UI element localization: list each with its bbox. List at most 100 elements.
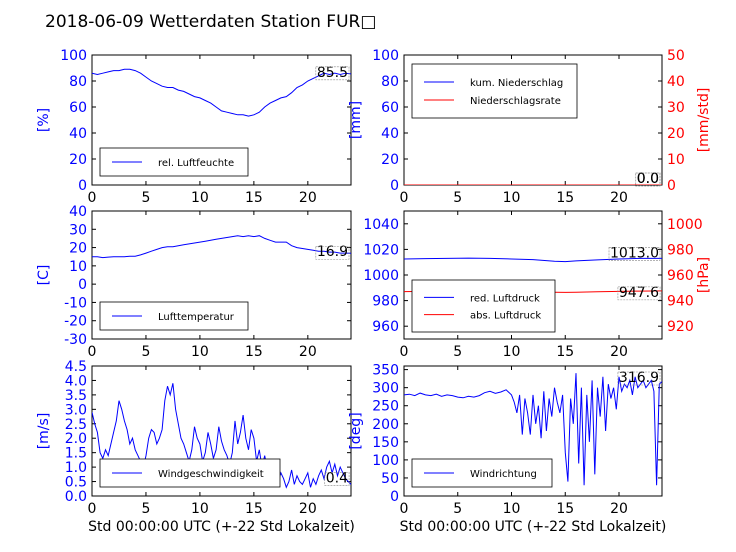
legend-box <box>411 279 556 333</box>
legend-entry: rel. Luftfeuchte <box>158 158 234 169</box>
x-tick-label: 5 <box>141 501 150 517</box>
x-tick-label: 10 <box>503 501 521 517</box>
series-line-0 <box>92 235 351 259</box>
y2-tick-label: 40 <box>667 74 685 90</box>
x-tick-label: 10 <box>191 501 209 517</box>
legend-entry: Windrichtung <box>470 469 537 480</box>
y-tick-label: 30 <box>69 222 87 238</box>
y-tick-label: -20 <box>64 314 87 330</box>
x-tick-label: 5 <box>141 190 150 206</box>
y-tick-label: 150 <box>372 435 399 451</box>
legend-box <box>411 63 578 119</box>
y-tick-label: -30 <box>64 332 87 348</box>
series-line-0 <box>92 383 351 489</box>
y-tick-label: 1040 <box>363 217 399 233</box>
y-axis-label: [%] <box>36 108 52 132</box>
y-tick-label: 1.5 <box>65 446 87 462</box>
y2-axis-label: [hPa] <box>696 257 712 293</box>
x-tick-label: 15 <box>245 190 263 206</box>
legend-entry: abs. Luftdruck <box>470 311 541 322</box>
x-tick-label: 10 <box>503 344 521 360</box>
last-value-annotation: 0.0 <box>637 171 659 187</box>
y-tick-label: 350 <box>372 363 399 379</box>
x-axis-label: Std 00:00:00 UTC (+-22 Std Lokalzeit) <box>400 519 667 535</box>
x-tick-label: 15 <box>245 501 263 517</box>
y2-tick-label: 10 <box>667 152 685 168</box>
y-tick-label: 300 <box>372 381 399 397</box>
x-tick-label: 20 <box>610 501 628 517</box>
y-tick-label: 980 <box>372 294 399 310</box>
last-value-annotation: 1013.0 <box>610 245 659 261</box>
y2-tick-label: 50 <box>667 48 685 64</box>
annotation-box <box>608 247 661 261</box>
annotation-box <box>324 472 350 486</box>
panel-precipitation: 0 5 10 15 20 0 20 40 60 80 100 0 10 20 30 40 50 [mm] [mm/s… <box>348 48 712 206</box>
x-tick-label: 5 <box>453 501 462 517</box>
legend-entry: kum. Niederschlag <box>470 78 563 89</box>
x-tick-label: 10 <box>191 190 209 206</box>
y-tick-label: 20 <box>381 152 399 168</box>
legend-entry: red. Luftdruck <box>470 293 540 304</box>
x-axis-label: Std 00:00:00 UTC (+-22 Std Lokalzeit) <box>88 519 355 535</box>
y-tick-label: 960 <box>372 319 399 335</box>
last-value-annotation: 0.4 <box>326 470 348 486</box>
y-tick-label: 4.0 <box>65 373 87 389</box>
annotation-box <box>315 66 350 81</box>
panel-pressure: 0 5 10 15 20 960 980 1000 1020 1040 920 940 960 980 10… <box>363 210 712 360</box>
y2-axis-label: [mm/std] <box>696 88 712 153</box>
panel-humidity: 0 5 10 15 20 0 20 40 60 80 100 [%] rel. Luftfeuchte 8… <box>36 48 352 206</box>
x-tick-label: 5 <box>453 190 462 206</box>
y-tick-label: 0.5 <box>65 475 87 491</box>
y-tick-label: 10 <box>69 259 87 275</box>
last-value-annotation: 316.9 <box>619 370 659 386</box>
x-tick-label: 5 <box>141 344 150 360</box>
y2-tick-label: 940 <box>667 294 694 310</box>
y-tick-label: 50 <box>381 471 399 487</box>
y-axis-label: [mm] <box>348 101 364 139</box>
y-tick-label: 2.5 <box>65 417 87 433</box>
legend: red. Luftdruck abs. Luftdruck <box>411 279 556 333</box>
y2-tick-label: 30 <box>667 100 685 116</box>
x-tick-label: 20 <box>610 344 628 360</box>
x-tick-label: 10 <box>503 190 521 206</box>
x-tick-label: 20 <box>299 190 317 206</box>
x-tick-label: 0 <box>400 190 409 206</box>
x-tick-label: 0 <box>400 344 409 360</box>
y-tick-label: 200 <box>372 417 399 433</box>
y-tick-label: 0 <box>390 489 399 505</box>
panel-temperature: 0 5 10 15 20 -30 -20 -10 0 10 20 30 40 [C] Lufttempera… <box>36 204 352 360</box>
x-tick-label: 15 <box>245 344 263 360</box>
y2-tick-label: 0 <box>667 178 676 194</box>
y-tick-label: 4.5 <box>65 359 87 375</box>
x-tick-label: 20 <box>610 190 628 206</box>
annotation-box <box>617 286 661 301</box>
x-tick-label: 20 <box>299 501 317 517</box>
y-tick-label: 80 <box>381 74 399 90</box>
x-tick-label: 15 <box>556 344 574 360</box>
y-tick-label: 3.0 <box>65 402 87 418</box>
y-tick-label: 1.0 <box>65 460 87 476</box>
y-tick-label: 250 <box>372 399 399 415</box>
y2-tick-label: 20 <box>667 126 685 142</box>
series-line-0 <box>404 257 662 263</box>
x-tick-label: 15 <box>556 501 574 517</box>
axes-frame <box>91 210 352 340</box>
y-tick-label: 100 <box>372 48 399 64</box>
annotation-box <box>617 371 661 386</box>
y2-tick-label: 980 <box>667 242 694 258</box>
y-tick-label: 0 <box>390 178 399 194</box>
y-tick-label: 60 <box>381 100 399 116</box>
x-tick-label: 0 <box>88 344 97 360</box>
y2-tick-label: 1000 <box>667 217 703 233</box>
y-tick-label: 100 <box>372 453 399 469</box>
y-tick-label: 1000 <box>363 268 399 284</box>
y-tick-label: -10 <box>64 295 87 311</box>
legend-entry: Lufttemperatur <box>158 312 235 323</box>
last-value-annotation: 947.6 <box>619 285 659 301</box>
y-tick-label: 100 <box>60 48 87 64</box>
legend: Windgeschwindigkeit <box>99 458 281 488</box>
legend-entry: Niederschlagsrate <box>470 96 561 107</box>
panel-windspeed: 0 5 10 15 20 0.00.51.01.52.02.53.03.54.04.5 [m… <box>36 359 355 535</box>
